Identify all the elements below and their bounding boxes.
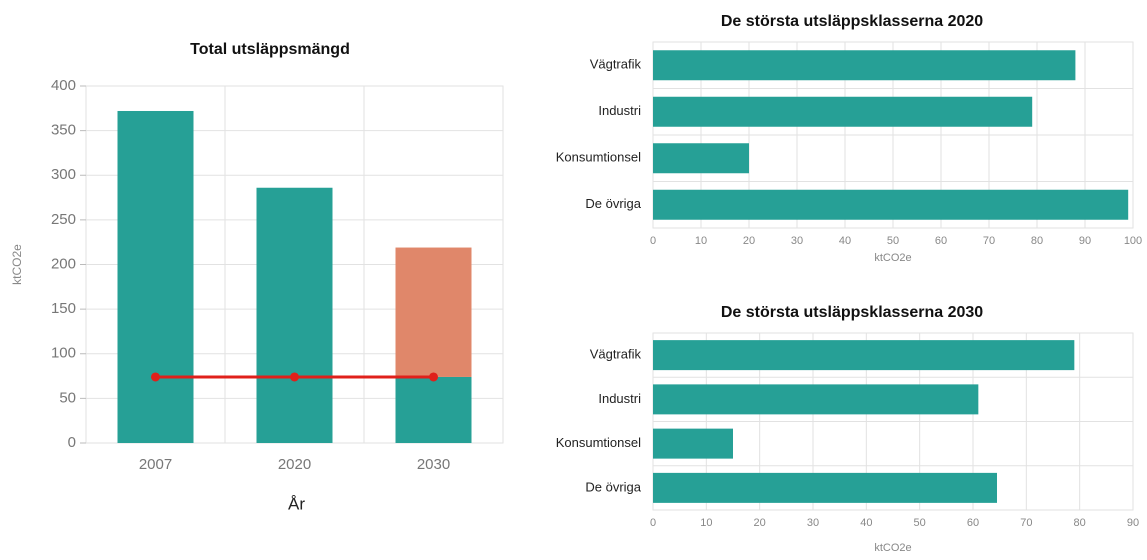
x-axis-label: År bbox=[288, 494, 305, 513]
y-tick-label: Industri bbox=[598, 103, 641, 118]
y-tick-label: 350 bbox=[51, 122, 76, 139]
bar bbox=[653, 143, 749, 174]
x-tick-label: 100 bbox=[1124, 235, 1142, 247]
x-tick-label: 20 bbox=[754, 517, 766, 529]
target-point bbox=[290, 372, 299, 382]
y-tick-label: Vägtrafik bbox=[590, 347, 642, 362]
x-tick-label: 30 bbox=[807, 517, 819, 529]
bar bbox=[653, 472, 997, 503]
y-tick-label: 100 bbox=[51, 345, 76, 362]
x-tick-label: 40 bbox=[860, 517, 872, 529]
y-tick-label: 300 bbox=[51, 166, 76, 183]
x-tick-label: 40 bbox=[839, 235, 851, 247]
target-point bbox=[151, 372, 160, 382]
x-tick-label: 20 bbox=[743, 235, 755, 247]
bar bbox=[395, 376, 472, 443]
y-tick-label: 200 bbox=[51, 255, 76, 272]
y-tick-label: 400 bbox=[51, 77, 76, 94]
x-tick-label: 70 bbox=[1020, 517, 1032, 529]
x-tick-label: 0 bbox=[650, 235, 656, 247]
x-tick-label: 70 bbox=[983, 235, 995, 247]
x-axis-label: ktCO2e bbox=[874, 252, 911, 264]
chart-title: Total utsläppsmängd bbox=[190, 41, 350, 58]
chart-title: De största utsläppsklasserna 2020 bbox=[721, 13, 983, 30]
x-tick-label: 0 bbox=[650, 517, 656, 529]
bar bbox=[653, 189, 1129, 220]
y-tick-label: 50 bbox=[59, 389, 76, 406]
bar bbox=[256, 187, 333, 443]
x-tick-label: 2030 bbox=[417, 456, 450, 473]
bar bbox=[653, 428, 733, 459]
target-point bbox=[429, 372, 438, 382]
x-tick-label: 80 bbox=[1031, 235, 1043, 247]
bar bbox=[117, 110, 194, 444]
bar bbox=[653, 96, 1033, 127]
y-tick-label: Konsumtionsel bbox=[556, 435, 641, 450]
x-tick-label: 50 bbox=[887, 235, 899, 247]
y-tick-label: Industri bbox=[598, 391, 641, 406]
bar bbox=[653, 50, 1076, 81]
x-tick-label: 90 bbox=[1079, 235, 1091, 247]
x-tick-label: 2020 bbox=[278, 456, 311, 473]
x-tick-label: 50 bbox=[914, 517, 926, 529]
bar bbox=[653, 340, 1075, 371]
y-tick-label: 0 bbox=[68, 434, 76, 451]
chart-title: De största utsläppsklasserna 2030 bbox=[721, 304, 983, 321]
x-axis-label: ktCO2e bbox=[874, 542, 911, 554]
x-tick-label: 10 bbox=[695, 235, 707, 247]
x-tick-label: 30 bbox=[791, 235, 803, 247]
y-tick-label: Vägtrafik bbox=[590, 57, 642, 72]
bar bbox=[653, 384, 979, 415]
bar bbox=[395, 247, 472, 377]
x-tick-label: 60 bbox=[935, 235, 947, 247]
x-tick-label: 90 bbox=[1127, 517, 1139, 529]
x-tick-label: 80 bbox=[1074, 517, 1086, 529]
x-tick-label: 60 bbox=[967, 517, 979, 529]
y-axis-label: ktCO2e bbox=[10, 244, 24, 285]
y-tick-label: 150 bbox=[51, 300, 76, 317]
x-tick-label: 2007 bbox=[139, 456, 172, 473]
y-tick-label: De övriga bbox=[585, 479, 641, 494]
y-tick-label: 250 bbox=[51, 211, 76, 228]
x-tick-label: 10 bbox=[700, 517, 712, 529]
y-tick-label: Konsumtionsel bbox=[556, 150, 641, 165]
y-tick-label: De övriga bbox=[585, 196, 641, 211]
